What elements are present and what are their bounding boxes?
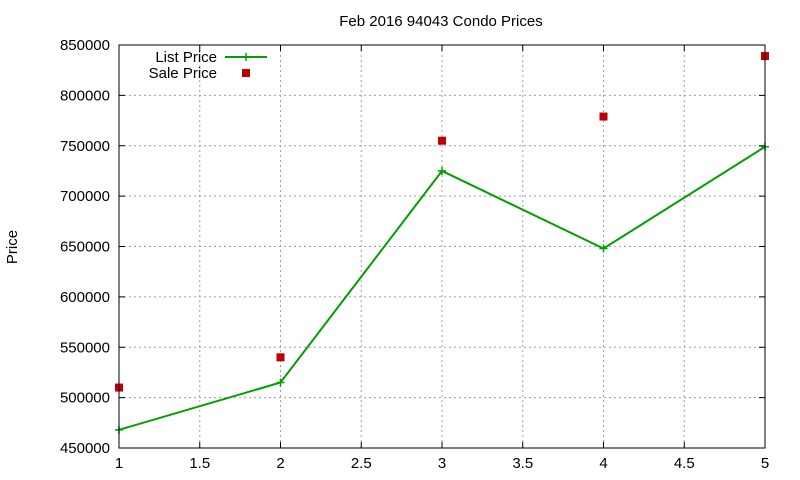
y-axis-label: Price [4,230,21,264]
y-tick-label: 450000 [60,440,110,457]
x-tick-label: 4.5 [674,455,695,472]
y-tick-label: 700000 [60,188,110,205]
list-price-point [599,244,608,253]
y-tick-label: 650000 [60,239,110,256]
list-price-legend-label: List Price [155,49,217,66]
x-tick-label: 2.5 [351,455,372,472]
sale-price-point [599,112,608,121]
sale-price-point [438,136,446,145]
plot-frame [118,44,766,449]
list-price-point [276,378,285,387]
x-tick-label: 5 [761,455,769,472]
y-tick-label: 850000 [60,37,110,54]
axis-ticks: 1 1.5 2 2.5 3 3.5 4 4.5 5 450000 500000 550000 60000… [60,37,769,472]
sale-price-legend-label: Sale Price [149,65,217,82]
x-tick-label: 1 [115,455,123,472]
x-tick-label: 1.5 [189,455,210,472]
list-price-point [438,166,446,175]
y-tick-label: 600000 [60,289,110,306]
y-tick-label: 750000 [60,138,110,155]
x-tick-label: 3 [438,455,446,472]
grid [119,45,765,448]
sale-price-point [276,353,285,362]
sale-price-legend-marker [242,69,250,77]
list-price-line [118,145,766,431]
y-tick-label: 550000 [60,339,110,356]
y-tick-label: 500000 [60,390,110,407]
x-tick-label: 2 [276,455,284,472]
list-price-legend-marker [242,53,250,61]
x-tick-label: 4 [599,455,607,472]
y-tick-label: 800000 [60,87,110,104]
chart-title: Feb 2016 94043 Condo Prices [339,13,542,30]
x-tick-label: 3.5 [512,455,533,472]
